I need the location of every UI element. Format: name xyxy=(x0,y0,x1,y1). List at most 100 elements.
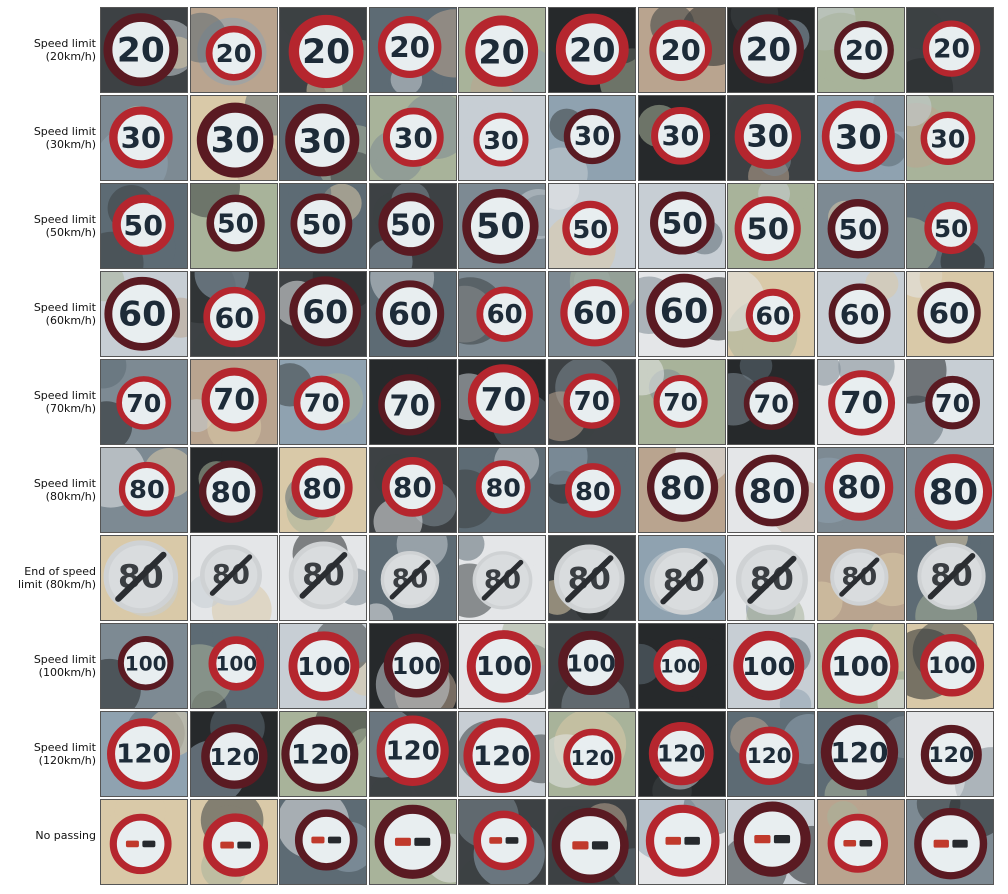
svg-text:30: 30 xyxy=(931,125,966,154)
sample-image: 80 xyxy=(906,535,995,621)
sign-image: 30 xyxy=(728,96,815,180)
row-label: Speed limit (100km/h) xyxy=(33,653,96,679)
sign-image: 20 xyxy=(101,8,187,92)
sample-image: 70 xyxy=(816,359,905,445)
sign-image: 60 xyxy=(459,272,546,356)
sign-image: 120 xyxy=(638,712,725,796)
svg-text:100: 100 xyxy=(660,656,700,678)
sample-image: 70 xyxy=(906,359,995,445)
svg-text:50: 50 xyxy=(302,208,341,241)
sample-image: 120 xyxy=(279,711,368,797)
sign-image: 20 xyxy=(280,8,367,92)
sign-image xyxy=(907,800,994,884)
row-label: Speed limit (50km/h) xyxy=(33,213,96,239)
svg-text:30: 30 xyxy=(210,121,259,161)
sample-image: 100 xyxy=(100,623,188,709)
sample-image: 80 xyxy=(637,447,726,533)
svg-text:80: 80 xyxy=(486,474,521,503)
sign-image: 60 xyxy=(728,272,815,356)
svg-text:60: 60 xyxy=(487,300,523,330)
sign-image: 60 xyxy=(369,272,456,356)
sign-image: 80 xyxy=(459,448,546,532)
sign-image: 60 xyxy=(907,272,994,356)
sample-image: 80 xyxy=(279,535,368,621)
sign-image: 60 xyxy=(101,272,187,356)
sample-image: 80 xyxy=(816,447,905,533)
sample-image: 20 xyxy=(458,7,547,93)
sign-image: 20 xyxy=(549,8,635,92)
svg-text:70: 70 xyxy=(663,388,698,417)
sample-image: 100 xyxy=(906,623,995,709)
sample-image: 80 xyxy=(368,535,457,621)
svg-text:120: 120 xyxy=(291,740,349,771)
svg-text:60: 60 xyxy=(118,295,166,335)
svg-text:80: 80 xyxy=(303,472,342,505)
sample-image: 60 xyxy=(189,271,278,357)
sample-image: 80 xyxy=(279,447,368,533)
sample-image xyxy=(100,799,188,885)
svg-text:30: 30 xyxy=(574,122,610,152)
sample-image: 30 xyxy=(100,95,188,181)
sample-image: 60 xyxy=(816,271,905,357)
sign-image: 80 xyxy=(549,536,635,620)
sample-image: 80 xyxy=(100,535,188,621)
svg-text:70: 70 xyxy=(481,381,527,419)
sample-image xyxy=(368,799,457,885)
svg-text:100: 100 xyxy=(566,650,615,678)
svg-text:70: 70 xyxy=(574,387,610,417)
sample-image: 30 xyxy=(189,95,278,181)
sign-image: 100 xyxy=(638,624,725,708)
sample-image: 100 xyxy=(458,623,547,709)
row-label: Speed limit (70km/h) xyxy=(33,389,96,415)
svg-text:50: 50 xyxy=(934,214,968,243)
sign-image: 100 xyxy=(459,624,546,708)
sample-image: 50 xyxy=(816,183,905,269)
sign-image: 80 xyxy=(728,448,815,532)
sign-image: 20 xyxy=(817,8,904,92)
sample-image: 120 xyxy=(100,711,188,797)
sample-image: 20 xyxy=(368,7,457,93)
sign-image xyxy=(369,800,456,884)
sign-image: 60 xyxy=(638,272,725,356)
svg-text:50: 50 xyxy=(217,209,254,240)
svg-text:60: 60 xyxy=(840,298,880,331)
sample-image: 70 xyxy=(548,359,636,445)
sample-image: 60 xyxy=(368,271,457,357)
sample-image: 120 xyxy=(189,711,278,797)
sign-image: 60 xyxy=(817,272,904,356)
sign-image: 80 xyxy=(907,536,994,620)
sign-image: 120 xyxy=(101,712,187,796)
sign-image: 30 xyxy=(190,96,277,180)
svg-text:100: 100 xyxy=(831,652,889,683)
sample-image: 120 xyxy=(368,711,457,797)
sample-image: 100 xyxy=(279,623,368,709)
sign-image xyxy=(817,800,904,884)
sample-image: 80 xyxy=(548,447,636,533)
row-label: No passing xyxy=(35,829,96,842)
sign-image: 60 xyxy=(190,272,277,356)
sample-image: 70 xyxy=(279,359,368,445)
sample-image: 20 xyxy=(727,7,816,93)
svg-text:70: 70 xyxy=(935,389,970,418)
sample-image: 60 xyxy=(637,271,726,357)
svg-text:100: 100 xyxy=(215,653,257,676)
sample-image: 70 xyxy=(727,359,816,445)
sign-image: 120 xyxy=(190,712,277,796)
svg-text:60: 60 xyxy=(214,302,254,335)
sign-image: 80 xyxy=(280,448,367,532)
sample-image xyxy=(279,799,368,885)
svg-text:100: 100 xyxy=(392,653,441,680)
svg-text:60: 60 xyxy=(573,296,617,332)
sample-image: 80 xyxy=(727,447,816,533)
sign-image xyxy=(190,800,277,884)
svg-text:80: 80 xyxy=(659,469,705,507)
svg-text:80: 80 xyxy=(393,471,432,504)
svg-text:120: 120 xyxy=(929,743,975,768)
sample-image: 50 xyxy=(458,183,547,269)
sign-image: 80 xyxy=(549,448,635,532)
sign-image: 100 xyxy=(101,624,187,708)
sample-image: 70 xyxy=(458,359,547,445)
sign-image: 120 xyxy=(817,712,904,796)
svg-text:50: 50 xyxy=(390,208,431,242)
